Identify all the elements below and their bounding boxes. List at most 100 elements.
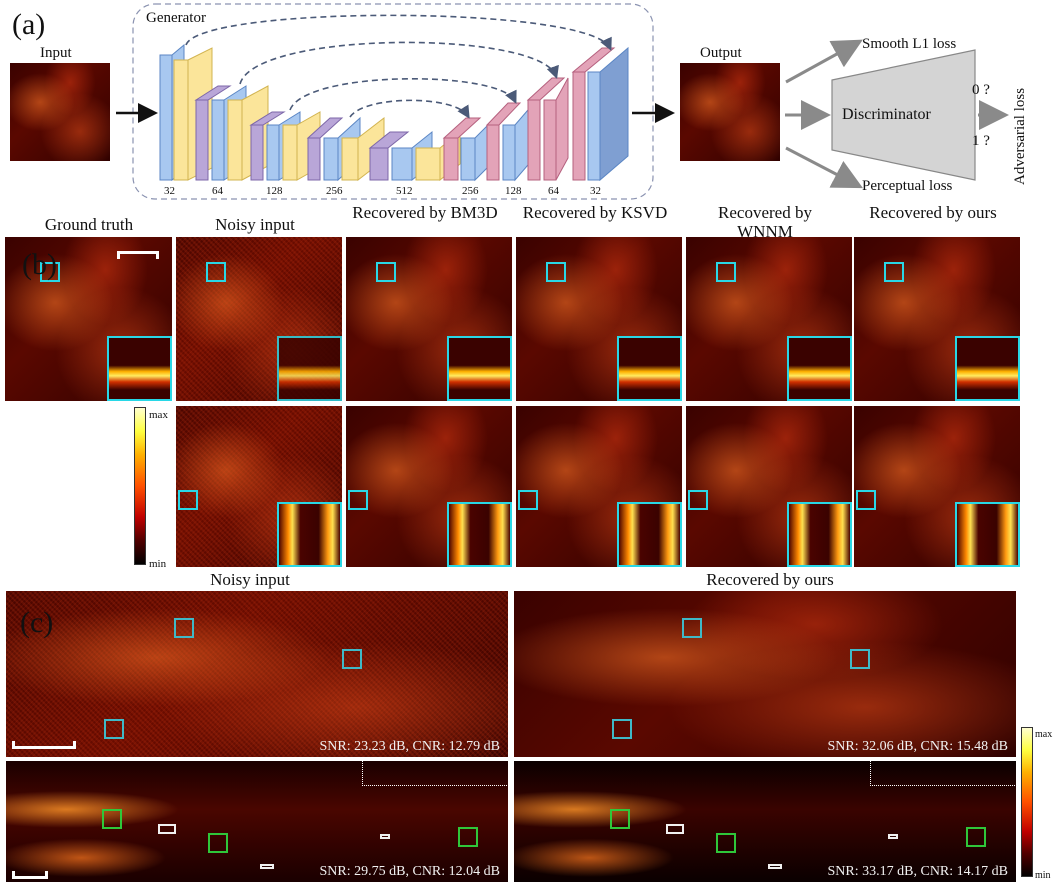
roi-box xyxy=(174,618,194,638)
zoom-inset xyxy=(447,502,512,567)
decoder-channel-128: 128 xyxy=(505,185,522,197)
scale-bar xyxy=(12,741,76,749)
snr-cnr-noisy-top: SNR: 23.23 dB, CNR: 12.79 dB xyxy=(319,739,500,754)
perceptual-arrow xyxy=(785,146,863,189)
snr-cnr-ours-bottom: SNR: 33.17 dB, CNR: 14.17 dB xyxy=(827,864,1008,879)
generator-box xyxy=(132,3,654,200)
snr-cnr-ours-top: SNR: 32.06 dB, CNR: 15.48 dB xyxy=(827,739,1008,754)
zoom-inset xyxy=(277,336,342,401)
col-title-wnnm: Recovered by WNNM xyxy=(718,203,812,241)
zoom-inset xyxy=(955,336,1020,401)
encoder-block-256 xyxy=(306,116,385,182)
ground-truth-image xyxy=(5,237,172,401)
zoom-inset xyxy=(447,336,512,401)
colorbar-b xyxy=(134,407,146,565)
encoder-channel-128: 128 xyxy=(266,185,283,197)
bm3d-image-1 xyxy=(346,237,512,401)
disc-output-one: 1 ? xyxy=(972,133,990,149)
zoom-inset xyxy=(617,502,682,567)
ours-image-2 xyxy=(854,406,1020,567)
encoder-channel-512: 512 xyxy=(396,185,413,197)
colorbar-c-max: max xyxy=(1035,729,1053,740)
zoom-box xyxy=(716,262,736,282)
roi-box-white xyxy=(380,834,390,839)
snr-cnr-noisy-bottom: SNR: 29.75 dB, CNR: 12.04 dB xyxy=(319,864,500,879)
roi-box-green xyxy=(458,827,478,847)
colorbar-c-min: min xyxy=(1035,870,1051,881)
zoom-inset xyxy=(787,336,852,401)
decoder-channel-64: 64 xyxy=(548,185,559,197)
roi-box-green xyxy=(716,833,736,853)
large-title-noisy: Noisy input xyxy=(210,570,290,589)
col-title-ksvd: Recovered by KSVD xyxy=(522,203,668,222)
bm3d-image-2 xyxy=(346,406,512,567)
large-noisy-bottom: SNR: 29.75 dB, CNR: 12.04 dB xyxy=(6,761,508,882)
discriminator-shape xyxy=(831,49,976,181)
panel-label-b: (b) xyxy=(22,248,57,281)
decoder-block-128 xyxy=(485,101,535,182)
large-noisy-top: SNR: 23.23 dB, CNR: 12.79 dB xyxy=(6,591,508,757)
zoom-box xyxy=(546,262,566,282)
col-title-ground-truth: Ground truth xyxy=(44,215,134,234)
roi-box xyxy=(682,618,702,638)
roi-box-white xyxy=(666,824,684,834)
zoom-box xyxy=(518,490,538,510)
network-diagram xyxy=(116,3,1009,200)
zoom-inset xyxy=(107,336,172,401)
colorbar-b-min: min xyxy=(149,558,167,570)
decoder-channel-256: 256 xyxy=(462,185,479,197)
roi-box-green xyxy=(102,809,122,829)
decoder-channel-32: 32 xyxy=(590,185,601,197)
input-label: Input xyxy=(40,45,72,61)
roi-box-white xyxy=(158,824,176,834)
zoom-box xyxy=(688,490,708,510)
disc-output-zero: 0 ? xyxy=(972,82,990,98)
zoom-inset xyxy=(277,502,342,567)
output-label: Output xyxy=(700,45,742,61)
large-ours-bottom: SNR: 33.17 dB, CNR: 14.17 dB xyxy=(514,761,1016,882)
ksvd-image-1 xyxy=(516,237,682,401)
output-image xyxy=(680,63,780,161)
zoom-inset xyxy=(617,336,682,401)
zoom-inset xyxy=(955,502,1020,567)
colorbar-c xyxy=(1021,727,1033,877)
col-title-bm3d: Recovered by BM3D xyxy=(352,203,498,222)
roi-box-white xyxy=(888,834,898,839)
skip-connection-128 xyxy=(289,77,517,111)
panel-label-a: (a) xyxy=(12,8,46,41)
adversarial-loss-label: Adversarial loss xyxy=(1012,87,1028,185)
l1-arrow xyxy=(785,39,863,84)
ksvd-image-2 xyxy=(516,406,682,567)
encoder-channel-32: 32 xyxy=(164,185,175,197)
roi-box xyxy=(612,719,632,739)
roi-box xyxy=(850,649,870,669)
smooth-l1-loss-label: Smooth L1 loss xyxy=(862,36,957,52)
noisy-input-image-2 xyxy=(176,406,342,567)
roi-box-white xyxy=(768,864,782,869)
zoom-box xyxy=(40,262,60,282)
roi-box-white xyxy=(260,864,274,869)
dotted-region xyxy=(870,761,1016,786)
wnnm-image-1 xyxy=(686,237,852,401)
zoom-box xyxy=(348,490,368,510)
zoom-box xyxy=(178,490,198,510)
discriminator-label: Discriminator xyxy=(842,106,931,123)
skip-connection-256 xyxy=(349,99,470,119)
scale-bar xyxy=(117,251,159,259)
zoom-box xyxy=(884,262,904,282)
zoom-box xyxy=(206,262,226,282)
scale-bar xyxy=(12,871,48,879)
skip-connection-32 xyxy=(185,14,612,51)
col-title-noisy: Noisy input xyxy=(215,215,295,234)
zoom-box xyxy=(376,262,396,282)
perceptual-loss-label: Perceptual loss xyxy=(862,178,953,194)
large-title-ours: Recovered by ours xyxy=(706,570,834,589)
colorbar-b-max: max xyxy=(149,409,168,421)
decoder-block-32 xyxy=(571,46,629,182)
noisy-input-image-1 xyxy=(176,237,342,401)
roi-box xyxy=(342,649,362,669)
col-title-ours: Recovered by ours xyxy=(869,203,997,222)
roi-box-green xyxy=(610,809,630,829)
zoom-box xyxy=(856,490,876,510)
encoder-channel-64: 64 xyxy=(212,185,223,197)
